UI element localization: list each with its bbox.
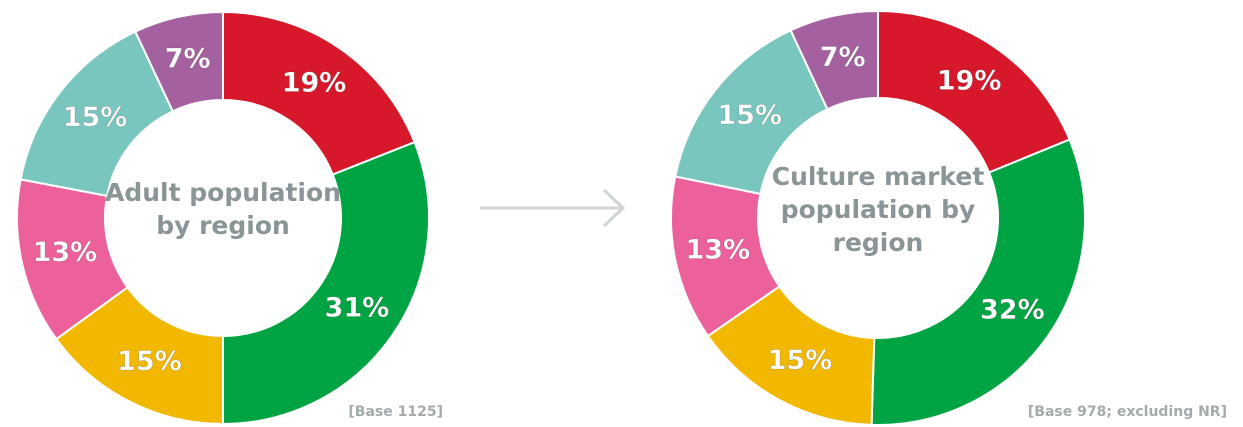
donut-title: Adult population by region <box>105 178 341 240</box>
value-label: 13% <box>33 237 98 268</box>
value-label: 15% <box>63 102 128 133</box>
value-label: 13% <box>686 234 751 265</box>
base-note: [Base 978; excluding NR] <box>1027 404 1227 420</box>
donut-slice <box>877 9 1071 174</box>
value-label: 15% <box>717 100 782 131</box>
donut-slice <box>222 10 416 176</box>
value-label: 15% <box>768 345 833 376</box>
value-label: 7% <box>165 43 211 74</box>
value-label: 19% <box>282 68 347 99</box>
donut-title: Culture market population by region <box>771 162 985 257</box>
value-label: 7% <box>820 42 866 73</box>
value-label: 32% <box>980 295 1045 326</box>
arrow-head <box>602 188 626 228</box>
base-note: [Base 1125] <box>348 404 443 420</box>
donut-slice <box>789 9 879 111</box>
value-label: 31% <box>325 293 390 324</box>
donut-slice <box>870 138 1086 426</box>
donut-slice <box>222 140 430 426</box>
donut-slice <box>133 10 224 113</box>
value-label: 15% <box>117 346 182 377</box>
value-label: 19% <box>937 66 1002 97</box>
